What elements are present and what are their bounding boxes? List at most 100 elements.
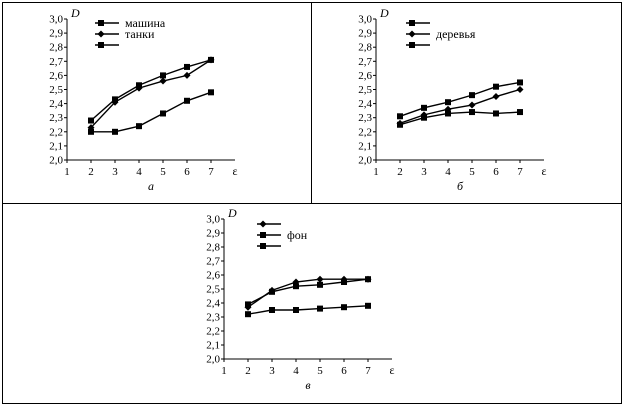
y-tick-label: 2,2 <box>49 126 63 138</box>
data-point <box>245 301 251 308</box>
data-point <box>207 56 215 64</box>
data-point <box>159 77 167 85</box>
data-point <box>293 307 299 313</box>
x-tick-label: 6 <box>184 166 190 178</box>
y-tick-label: 3,0 <box>206 214 220 226</box>
y-tick-label: 2,5 <box>206 284 220 296</box>
y-tick-label: 2,6 <box>206 270 220 282</box>
y-tick-label: 2,4 <box>49 98 63 110</box>
data-point <box>517 79 523 86</box>
y-axis-label: D <box>379 6 389 20</box>
panel-label: в <box>305 378 310 392</box>
legend-marker <box>98 42 104 48</box>
data-point <box>469 92 475 99</box>
data-point <box>316 275 324 283</box>
x-tick-label: 1 <box>373 166 379 178</box>
data-point <box>87 124 95 132</box>
y-tick-label: 2,4 <box>358 98 372 110</box>
y-tick-label: 2,4 <box>206 298 220 310</box>
y-tick-label: 2,0 <box>206 354 220 366</box>
x-tick-label: 3 <box>421 166 427 178</box>
data-point <box>112 128 118 135</box>
y-tick-label: 2,7 <box>206 256 220 268</box>
data-point <box>341 304 347 311</box>
data-point <box>183 71 191 79</box>
y-tick-label: 2,8 <box>358 42 372 54</box>
data-point <box>397 113 403 120</box>
y-tick-label: 3,0 <box>49 14 63 26</box>
data-point <box>397 121 403 128</box>
y-tick-label: 2,9 <box>206 228 220 240</box>
data-point <box>421 104 427 111</box>
y-tick-label: 2,3 <box>49 112 63 124</box>
x-tick-label: 5 <box>469 166 475 178</box>
panel-label: б <box>457 179 464 193</box>
legend-label: танки <box>125 27 155 41</box>
legend-label: деревья <box>436 27 476 41</box>
data-point <box>136 123 142 130</box>
y-tick-label: 2,9 <box>358 28 372 40</box>
y-axis-label: D <box>70 6 80 20</box>
data-point <box>245 311 251 318</box>
x-axis-label: ε <box>232 164 237 178</box>
data-point <box>160 110 166 117</box>
x-tick-label: 5 <box>317 365 323 377</box>
series-line <box>399 81 521 117</box>
data-point <box>493 110 499 117</box>
legend-label: машина <box>125 16 166 30</box>
x-tick-label: 4 <box>136 166 142 178</box>
legend-marker <box>409 42 415 48</box>
data-point <box>469 109 475 116</box>
x-tick-label: 3 <box>269 365 275 377</box>
data-point <box>445 110 451 117</box>
y-tick-label: 2,7 <box>358 56 372 68</box>
data-point <box>492 93 500 101</box>
x-tick-label: 3 <box>112 166 118 178</box>
legend-marker <box>260 232 266 238</box>
data-point <box>88 128 94 135</box>
series-line <box>91 91 212 133</box>
data-point <box>88 117 94 124</box>
data-point <box>468 101 476 109</box>
y-tick-label: 2,0 <box>49 155 63 167</box>
data-point <box>365 302 371 309</box>
series-line <box>90 59 212 129</box>
x-tick-label: 1 <box>64 166 70 178</box>
series-line <box>247 305 369 315</box>
panel-label: а <box>148 179 154 193</box>
data-point <box>160 72 166 79</box>
data-point <box>184 63 190 70</box>
x-tick-label: 7 <box>365 365 371 377</box>
x-tick-label: 2 <box>88 166 94 178</box>
y-tick-label: 2,5 <box>358 84 372 96</box>
x-tick-label: 4 <box>445 166 451 178</box>
y-tick-label: 2,1 <box>206 340 220 352</box>
y-tick-label: 2,7 <box>49 56 63 68</box>
series-line <box>90 59 212 122</box>
panel-a: 2,0 2,1 2,2 2,3 2,4 2,5 2,6 2,7 2,8 2,9 3,0 1 2 3 4 5 6 7… <box>2 2 312 204</box>
y-tick-label: 2,2 <box>206 326 220 338</box>
x-tick-label: 1 <box>221 365 227 377</box>
series-line <box>399 111 521 126</box>
y-tick-label: 3,0 <box>358 14 372 26</box>
data-point <box>445 99 451 106</box>
y-tick-label: 2,5 <box>49 84 63 96</box>
x-tick-label: 7 <box>208 166 214 178</box>
y-tick-label: 2,3 <box>206 312 220 324</box>
data-point <box>269 288 275 295</box>
legend-marker <box>409 20 415 26</box>
data-point <box>269 307 275 313</box>
data-point <box>184 97 190 104</box>
x-tick-label: 6 <box>341 365 347 377</box>
data-point <box>341 279 347 285</box>
data-point <box>421 114 427 121</box>
chart-c: 2,0 2,1 2,2 2,3 2,4 2,5 2,6 2,7 2,8 2,9 3,0 1 2 3 4 5 6 7… <box>206 206 394 392</box>
data-point <box>293 283 299 290</box>
y-tick-label: 2,3 <box>358 112 372 124</box>
y-tick-label: 2,9 <box>49 28 63 40</box>
data-point <box>208 89 214 96</box>
legend-marker <box>260 243 266 249</box>
x-axis-label: ε <box>389 363 394 377</box>
x-tick-label: 6 <box>493 166 499 178</box>
chart-a: 2,0 2,1 2,2 2,3 2,4 2,5 2,6 2,7 2,8 2,9 3,0 1 2 3 4 5 6 7… <box>49 6 237 193</box>
